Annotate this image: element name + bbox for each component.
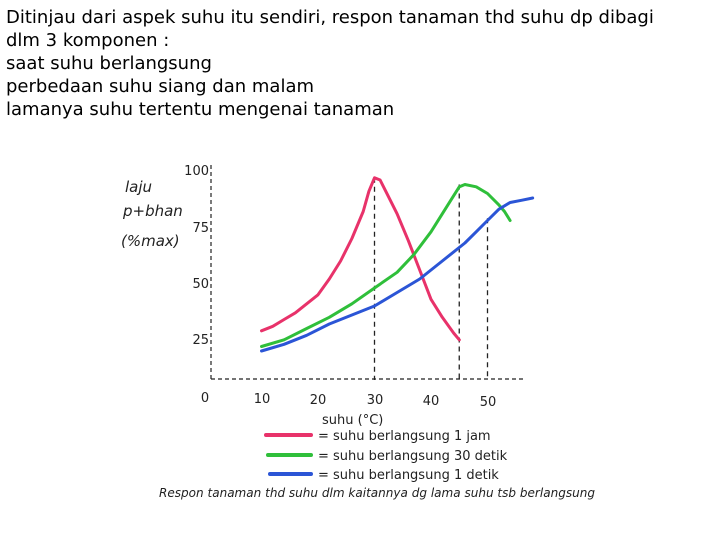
legend: = suhu berlangsung 1 jam = suhu berlangs… bbox=[264, 429, 508, 483]
x-tick-10: 10 bbox=[254, 392, 271, 407]
y-tick-50: 50 bbox=[192, 277, 209, 292]
intro-line-2: dlm 3 komponen : bbox=[6, 30, 170, 51]
x-tick-20: 20 bbox=[310, 393, 327, 408]
series-lines bbox=[260, 176, 535, 353]
chart-caption: Respon tanaman thd suhu dlm kaitannya dg… bbox=[159, 486, 595, 500]
intro-text: Ditinjau dari aspek suhu itu sendiri, re… bbox=[6, 6, 706, 121]
y-tick-100: 100 bbox=[184, 164, 209, 179]
legend-label-1jam: = suhu berlangsung 1 jam bbox=[318, 429, 491, 444]
x-tick-40: 40 bbox=[423, 394, 440, 409]
y-tick-25: 25 bbox=[192, 333, 209, 348]
series-line-30detik bbox=[260, 183, 512, 348]
intro-line-4: perbedaan suhu siang dan malam bbox=[6, 76, 315, 97]
legend-label-1detik: = suhu berlangsung 1 detik bbox=[318, 468, 499, 483]
series-line-1jam bbox=[260, 176, 461, 342]
x-tick-0: 0 bbox=[201, 391, 209, 406]
intro-line-5: lamanya suhu tertentu mengenai tanaman bbox=[6, 99, 395, 120]
legend-label-30detik: = suhu berlangsung 30 detik bbox=[318, 449, 508, 464]
ylabel-line-2: p+bhan bbox=[122, 202, 183, 220]
series-line-1detik bbox=[260, 196, 535, 353]
x-tick-30: 30 bbox=[367, 393, 384, 408]
marker-lines bbox=[373, 177, 489, 380]
y-tick-75: 75 bbox=[192, 221, 209, 236]
x-axis-label: suhu (°C) bbox=[322, 413, 383, 428]
x-tick-50: 50 bbox=[480, 395, 497, 410]
ylabel-line-1: laju bbox=[125, 178, 152, 196]
intro-line-3: saat suhu berlangsung bbox=[6, 53, 212, 74]
ylabel-line-3: (%max) bbox=[121, 232, 180, 250]
intro-line-1: Ditinjau dari aspek suhu itu sendiri, re… bbox=[6, 7, 654, 28]
